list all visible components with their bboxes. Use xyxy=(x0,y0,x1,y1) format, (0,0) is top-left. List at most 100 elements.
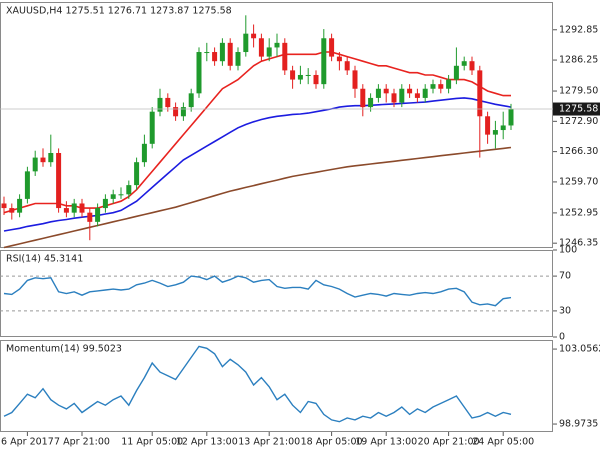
candle-body xyxy=(173,107,179,117)
candle-body xyxy=(282,42,288,71)
candle-body xyxy=(32,157,38,172)
candle-body xyxy=(9,208,15,213)
candle-body xyxy=(321,38,327,85)
candle-body xyxy=(375,88,381,98)
candle-body xyxy=(95,208,101,222)
y-tick-label: 1292.85 xyxy=(559,24,598,35)
candle-body xyxy=(329,38,335,57)
y-tick-label: 1286.25 xyxy=(559,55,598,66)
last-price-label: 1275.58 xyxy=(559,104,598,115)
candle-body xyxy=(469,61,475,71)
candle-body xyxy=(87,212,93,222)
candle-body xyxy=(453,65,459,80)
candle-body xyxy=(102,198,108,209)
candle-body xyxy=(360,88,366,108)
candle-body xyxy=(63,208,69,213)
candle-body xyxy=(180,107,186,117)
candle-body xyxy=(461,61,467,66)
x-tick-label: 11 Apr 05:00 xyxy=(121,437,183,448)
candle-body xyxy=(290,70,296,80)
candle-body xyxy=(212,52,218,62)
moving-average xyxy=(3,51,511,214)
candle-body xyxy=(383,88,389,94)
candle-body xyxy=(368,97,374,108)
indicator-line xyxy=(3,275,512,307)
y-tick-label: 1259.70 xyxy=(559,176,598,187)
candle-body xyxy=(391,93,397,103)
candle-body xyxy=(157,97,163,112)
y-tick-label: 1272.90 xyxy=(559,116,598,127)
candle-body xyxy=(492,130,498,135)
candle-body xyxy=(204,52,210,54)
y-tick-label: 1252.95 xyxy=(559,207,598,218)
candle-body xyxy=(126,185,132,195)
x-tick-label: 7 Apr 21:00 xyxy=(54,437,110,448)
candle-body xyxy=(134,162,140,186)
candle-body xyxy=(251,33,257,39)
candle-body xyxy=(196,52,202,94)
candle-body xyxy=(79,203,85,213)
candle-body xyxy=(110,194,116,199)
candle-body xyxy=(149,111,155,144)
candle-body xyxy=(219,42,225,62)
panel-frame xyxy=(0,340,553,432)
x-tick-label: 19 Apr 13:00 xyxy=(355,437,417,448)
panel-frame xyxy=(0,250,553,337)
candle-body xyxy=(446,79,452,89)
candle-body xyxy=(305,74,311,76)
x-tick-label: 20 Apr 21:00 xyxy=(418,437,480,448)
last-price-box xyxy=(553,102,600,116)
candle-body xyxy=(24,171,30,199)
y-tick-label: 0 xyxy=(559,332,565,343)
candle-body xyxy=(313,74,319,85)
candle-body xyxy=(48,152,54,163)
candle-body xyxy=(71,203,77,213)
candle-body xyxy=(344,61,350,71)
candle-body xyxy=(56,152,62,209)
candle-body xyxy=(118,194,124,196)
candle-body xyxy=(430,84,436,89)
candle-body xyxy=(40,157,46,163)
moving-average xyxy=(3,146,512,249)
x-tick-label: 13 Apr 21:00 xyxy=(238,437,300,448)
candle-body xyxy=(407,88,413,94)
y-tick-label: 1279.50 xyxy=(559,86,598,97)
candle-body xyxy=(243,33,249,53)
candle-body xyxy=(235,52,241,66)
panel-title: Momentum(14) 99.5023 xyxy=(6,344,122,355)
panel-frame xyxy=(0,2,553,248)
x-tick-label: 24 Apr 05:00 xyxy=(472,437,534,448)
candle-body xyxy=(508,109,514,126)
candle-body xyxy=(165,97,171,108)
y-tick-label: 1246.35 xyxy=(559,238,598,249)
candle-body xyxy=(297,74,303,80)
candle-body xyxy=(141,143,147,163)
y-tick-label: 30 xyxy=(559,305,571,316)
candle-body xyxy=(399,88,405,103)
indicator-line xyxy=(3,345,512,423)
candle-body xyxy=(274,42,280,48)
candle-body xyxy=(258,38,264,57)
x-tick-label: 12 Apr 13:00 xyxy=(176,437,238,448)
x-tick-label: 18 Apr 05:00 xyxy=(301,437,363,448)
y-tick-label: 100 xyxy=(559,245,577,256)
candle-body xyxy=(438,84,444,89)
candle-body xyxy=(422,88,428,98)
candle-body xyxy=(266,47,272,57)
candle-body xyxy=(227,42,233,66)
candle-body xyxy=(1,203,7,209)
panel-title: XAUUSD,H4 1275.51 1276.71 1273.87 1275.5… xyxy=(6,6,232,17)
candle-body xyxy=(500,125,506,131)
panel-title: RSI(14) 45.3141 xyxy=(6,254,83,265)
candle-body xyxy=(414,93,420,98)
candle-body xyxy=(352,70,358,89)
y-tick-label: 98.9735 xyxy=(559,419,598,430)
candle-body xyxy=(336,56,342,62)
y-tick-label: 1266.30 xyxy=(559,146,598,157)
candle-body xyxy=(485,116,491,135)
y-tick-label: 103.0562 xyxy=(559,344,600,355)
candle-body xyxy=(477,70,483,117)
y-tick-label: 70 xyxy=(559,271,571,282)
candle-body xyxy=(188,93,194,108)
